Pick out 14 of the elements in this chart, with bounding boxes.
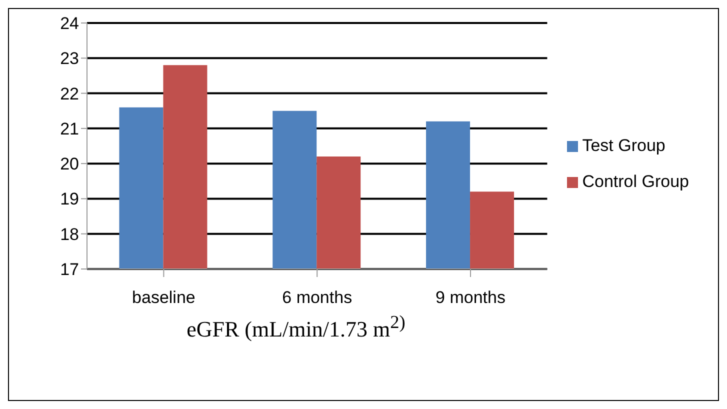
y-tick-label: 18 — [60, 224, 79, 244]
y-tick-label: 20 — [60, 154, 79, 174]
legend-label: Test Group — [582, 136, 666, 155]
y-tick-label: 23 — [60, 49, 79, 68]
x-axis-title: eGFR (mL/min/1.73 m$^{2)}$ — [186, 312, 406, 342]
y-tick-label: 24 — [60, 14, 79, 34]
y-tick-label: 17 — [60, 260, 79, 280]
legend-label: Control Group — [582, 172, 689, 191]
y-tick-label: 19 — [60, 190, 79, 209]
x-tick-label: baseline — [132, 288, 196, 308]
y-tick-label: 22 — [60, 84, 79, 104]
y-tick-label: 21 — [60, 119, 79, 138]
x-tick-label: 6 months — [282, 288, 352, 308]
x-tick-label: 9 months — [436, 288, 506, 308]
